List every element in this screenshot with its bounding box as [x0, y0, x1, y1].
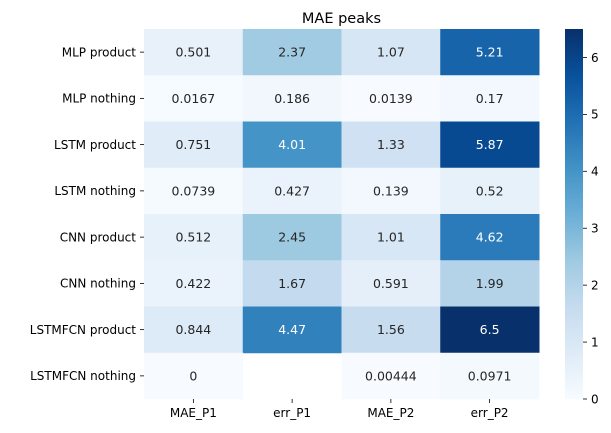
cell-value-label: 2.45 [278, 230, 306, 245]
heatmap-cell [144, 167, 244, 215]
cell-value-label: 0.00444 [365, 368, 417, 383]
colorbar-tick-label: 0 [591, 392, 599, 406]
colorbar-tick-label: 2 [591, 278, 599, 292]
cell-value-label: 0.422 [175, 276, 211, 291]
cell-value-label: 1.01 [377, 230, 405, 245]
cell-value-label: 4.62 [476, 230, 504, 245]
heatmap-cell [144, 121, 244, 169]
heatmap-cell [440, 75, 540, 122]
heatmap-cell [341, 352, 441, 400]
cell-value-label: 0.427 [274, 183, 310, 198]
cell-value-label: 0.591 [373, 276, 409, 291]
cell-value-label: 4.01 [278, 137, 306, 152]
column-tick-label: MAE_P1 [170, 406, 217, 420]
colorbar-tick-label: 5 [591, 108, 599, 122]
column-tick-label: err_P2 [471, 406, 509, 420]
cell-value-label: 0.751 [175, 137, 211, 152]
heatmap-cell [440, 214, 540, 261]
heatmap-cell [242, 121, 342, 169]
column-tick-label: err_P1 [273, 406, 311, 420]
colorbar-tick-label: 1 [591, 335, 599, 349]
row-tick-label: LSTM nothing [54, 184, 136, 198]
heatmap-cell [341, 306, 441, 354]
cell-value-label: 0.0971 [468, 368, 512, 383]
cell-value-label: 0.501 [175, 45, 211, 60]
heatmap-cell [440, 352, 540, 400]
heatmap-cell [242, 306, 342, 354]
column-tick-labels: MAE_P1 err_P1 MAE_P2 err_P2 [170, 399, 509, 420]
heatmap-cell [341, 167, 441, 215]
cell-value-label: 0.52 [476, 183, 504, 198]
cell-value-label: 2.37 [278, 45, 306, 60]
heatmap-cell [440, 306, 540, 354]
cell-value-label: 5.87 [476, 137, 504, 152]
cell-value-label: 0 [189, 368, 197, 383]
row-tick-labels: MLP product MLP nothing LSTM product LSTM n… [30, 45, 144, 383]
heatmap-cell [144, 306, 244, 354]
cell-value-label: 0.0139 [369, 91, 413, 106]
cell-value-label: 1.67 [278, 276, 306, 291]
row-tick-label: MLP nothing [62, 92, 136, 106]
cell-value-label: 1.07 [377, 45, 405, 60]
colorbar-tick-label: 6 [591, 51, 599, 65]
heatmap-cell [341, 29, 441, 76]
heatmap-cell [341, 214, 441, 261]
colorbar-tick-label: 3 [591, 222, 599, 236]
heatmap-cell [440, 121, 540, 169]
cell-value-label: 0.0739 [172, 183, 216, 198]
heatmap-cell [242, 29, 342, 76]
cell-value-label: 4.47 [278, 322, 306, 337]
heatmap-cells: 0.501 2.37 1.07 5.21 0.0167 0.186 0.0139 0.17 0.… [144, 29, 540, 400]
heatmap-cell [144, 260, 244, 307]
cell-value-label: 0.139 [373, 183, 409, 198]
cell-value-label: 1.99 [476, 276, 504, 291]
heatmap-cell [144, 214, 244, 261]
row-tick-label: LSTM product [54, 138, 136, 152]
heatmap-cell [242, 214, 342, 261]
heatmap-cell [144, 75, 244, 122]
heatmap-cell [341, 121, 441, 169]
heatmap-cell [440, 260, 540, 307]
row-tick-label: MLP product [62, 45, 137, 59]
colorbar-tick-label: 4 [591, 165, 599, 179]
heatmap-cell [242, 167, 342, 215]
heatmap-cell [242, 260, 342, 307]
cell-value-label: 6.5 [480, 322, 500, 337]
heatmap-cell [144, 352, 244, 400]
cell-value-label: 0.17 [476, 91, 504, 106]
cell-value-label: 5.21 [476, 45, 504, 60]
heatmap-cell [242, 75, 342, 122]
cell-value-label: 1.33 [377, 137, 405, 152]
colorbar: 0 1 2 3 4 5 6 [565, 29, 599, 406]
row-tick-label: LSTMFCN nothing [30, 369, 136, 383]
cell-value-label: 0.0167 [172, 91, 216, 106]
cell-value-label: 1.56 [377, 322, 405, 337]
cell-value-label: 0.844 [175, 322, 211, 337]
row-tick-label: CNN nothing [60, 277, 136, 291]
heatmap-cell [440, 29, 540, 76]
row-tick-label: CNN product [60, 230, 137, 244]
heatmap-cell [341, 260, 441, 307]
cell-value-label: 0.512 [175, 230, 211, 245]
heatmap-cell [440, 167, 540, 215]
row-tick-label: LSTMFCN product [30, 323, 137, 337]
heatmap-cell [144, 29, 244, 76]
heatmap-cell [341, 75, 441, 122]
chart-title: MAE peaks [302, 11, 381, 27]
colorbar-gradient [565, 29, 583, 399]
column-tick-label: MAE_P2 [367, 406, 414, 420]
cell-value-label: 0.186 [274, 91, 310, 106]
